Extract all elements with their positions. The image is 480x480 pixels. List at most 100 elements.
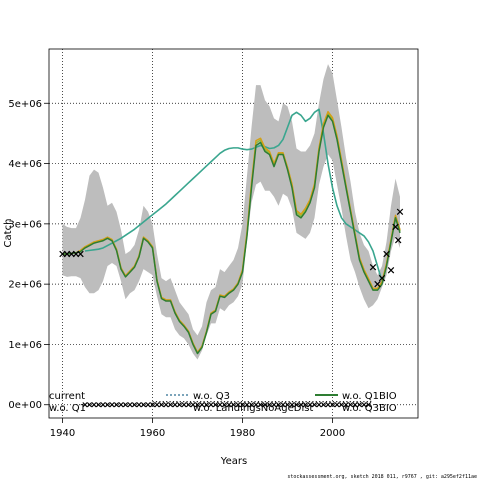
current-point: [374, 280, 381, 288]
legend-q3bio-label: w.o. Q3BIO: [342, 403, 397, 414]
q1-point: [172, 402, 178, 408]
q1-point: [289, 402, 295, 408]
q1-point: [248, 402, 255, 408]
y-axis-title: Catch: [3, 219, 14, 248]
current-point: [392, 223, 399, 231]
x-tick-label: 1980: [230, 428, 255, 439]
q1-point: [230, 402, 237, 408]
q1-point: [347, 402, 354, 408]
q1-point: [235, 402, 241, 408]
q1-point: [217, 402, 223, 408]
legend-q3-label: w.o. Q3: [193, 391, 230, 402]
q1-point: [145, 402, 151, 408]
legend-q1bio-label: w.o. Q1BIO: [342, 391, 397, 402]
q1-point: [262, 402, 268, 408]
y-tick-label: 1e+06: [8, 340, 42, 351]
y-tick-label: 4e+06: [8, 159, 42, 170]
q1-point: [334, 402, 340, 408]
q1-point: [109, 402, 115, 408]
q1-point: [257, 402, 264, 408]
q1-point: [298, 402, 304, 408]
q1-point: [325, 402, 331, 408]
q1-point: [343, 402, 349, 408]
q1-point: [361, 402, 367, 408]
y-tick-label: 3e+06: [8, 219, 42, 230]
q1-point: [280, 402, 286, 408]
q1-point: [100, 402, 106, 408]
y-axis: 0e+00 1e+06 2e+06 3e+06 4e+06 5e+06: [8, 99, 49, 411]
q1-point: [167, 402, 174, 408]
y-tick-label: 2e+06: [8, 280, 42, 291]
q1-point: [365, 402, 372, 408]
current-point: [387, 267, 395, 274]
q1-point: [136, 402, 142, 408]
q1-point: [239, 402, 246, 408]
q1-point: [316, 402, 322, 408]
q1-point: [275, 402, 282, 408]
q1-point: [307, 402, 313, 408]
q1-point: [208, 402, 214, 408]
current-point: [383, 250, 390, 258]
series-lines: [62, 108, 401, 355]
current-point: [77, 250, 84, 258]
legend-q1-label: w.o. Q1: [49, 403, 86, 414]
plot-frame: [48, 48, 419, 419]
footer-note: stockassessment.org, sketch 2018 011, r9…: [287, 474, 477, 480]
series-line: [84, 108, 383, 282]
q1-point: [154, 402, 160, 408]
q1-point: [118, 402, 124, 408]
q1-point: [302, 402, 309, 408]
x-axis-title: Years: [220, 456, 247, 467]
q1-point: [338, 402, 345, 408]
q1-point: [82, 402, 88, 408]
current-point: [396, 208, 404, 216]
x-axis: 1940 1960 1980 2000: [50, 418, 345, 439]
legend-current-label: current: [49, 391, 85, 402]
legend: current w.o. Q1 w.o. Q3 w.o. LandingsNoA…: [49, 391, 397, 414]
current-point: [378, 274, 386, 282]
q1-point: [253, 402, 259, 408]
q1-point: [95, 402, 102, 408]
series-line: [62, 114, 401, 355]
q1-point: [271, 402, 277, 408]
q1-point: [185, 402, 192, 408]
q1-point: [122, 402, 129, 408]
q1-point: [203, 402, 210, 408]
q1-point: [149, 402, 156, 408]
q1-point: [194, 402, 201, 408]
q1-point: [113, 402, 120, 408]
q1-point: [199, 402, 205, 408]
x-tick-label: 1940: [50, 428, 75, 439]
q1-point: [266, 402, 273, 408]
confidence-band: [62, 64, 400, 360]
q1-point: [104, 402, 111, 408]
q1-point: [127, 402, 133, 408]
x-tick-label: 2000: [320, 428, 345, 439]
q1-point: [131, 402, 138, 408]
q1-point: [140, 402, 147, 408]
y-tick-label: 0e+00: [8, 400, 42, 411]
q1-point: [284, 402, 291, 408]
q1-point: [176, 402, 183, 408]
q1-point: [293, 402, 300, 408]
q1-point: [158, 402, 165, 408]
q1-point: [244, 402, 250, 408]
q1-point: [320, 402, 327, 408]
q1-point: [221, 402, 228, 408]
current-markers: [59, 208, 404, 288]
q1-markers: [82, 402, 372, 408]
q1-point: [212, 402, 219, 408]
q1-point: [356, 402, 363, 408]
q1-point: [91, 402, 97, 408]
q1-point: [226, 402, 232, 408]
x-tick-label: 1960: [140, 428, 165, 439]
q1-point: [163, 402, 169, 408]
q1-point: [329, 402, 336, 408]
current-point: [394, 236, 402, 244]
current-point: [369, 264, 377, 271]
legend-landings-label: w.o. LandingsNoAgeDist: [193, 403, 313, 414]
q1-point: [311, 402, 318, 408]
q1-point: [181, 402, 187, 408]
q1-point: [190, 402, 196, 408]
